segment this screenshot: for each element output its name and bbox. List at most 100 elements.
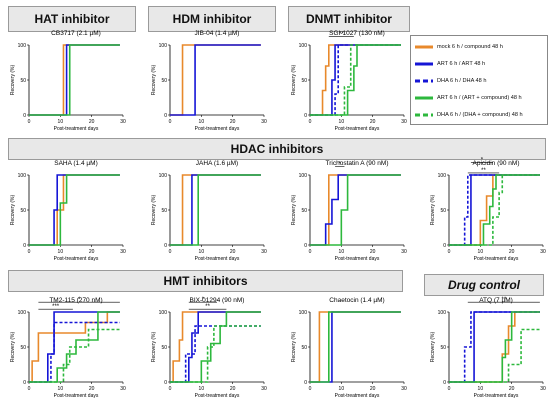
series-line-combo bbox=[170, 311, 261, 383]
x-tick-label: 30 bbox=[120, 386, 126, 392]
x-axis-label: Post-treatment days bbox=[54, 393, 99, 399]
y-tick-label: 100 bbox=[299, 310, 308, 316]
y-axis-label: Recovery (%) bbox=[151, 65, 157, 96]
x-tick-label: 30 bbox=[401, 386, 407, 392]
legend-swatch bbox=[415, 79, 433, 82]
x-tick-label: 30 bbox=[120, 249, 126, 255]
series-line-mock bbox=[449, 174, 540, 246]
y-tick-label: 50 bbox=[301, 345, 307, 351]
x-tick-label: 20 bbox=[230, 249, 236, 255]
x-axis-label: Post-treatment days bbox=[195, 393, 240, 399]
x-tick-label: 0 bbox=[28, 249, 31, 255]
series-line-mock bbox=[449, 311, 540, 383]
series-line-art bbox=[449, 311, 540, 383]
series-line-mock bbox=[170, 311, 261, 383]
section-header-dnmt: DNMT inhibitor bbox=[288, 6, 410, 32]
series-line-dcombo bbox=[310, 44, 401, 116]
x-tick-label: 30 bbox=[401, 249, 407, 255]
chart-title: CB3717 (2.1 µM) bbox=[51, 30, 101, 37]
series-line-dha bbox=[29, 321, 120, 383]
y-tick-label: 0 bbox=[23, 113, 26, 119]
x-tick-label: 30 bbox=[120, 119, 126, 125]
series-line-combo bbox=[29, 174, 120, 246]
x-tick-label: 0 bbox=[309, 119, 312, 125]
section-header-hdac: HDAC inhibitors bbox=[8, 138, 546, 160]
x-axis-label: Post-treatment days bbox=[195, 126, 240, 132]
x-tick-label: 20 bbox=[230, 386, 236, 392]
y-axis-label: Recovery (%) bbox=[291, 65, 297, 96]
x-axis-label: Post-treatment days bbox=[335, 256, 380, 262]
y-axis-label: Recovery (%) bbox=[151, 332, 157, 363]
significance-label: *** bbox=[52, 304, 60, 310]
series-line-combo bbox=[449, 311, 540, 383]
y-axis-label: Recovery (%) bbox=[291, 195, 297, 226]
section-header-hat: HAT inhibitor bbox=[8, 6, 136, 32]
series-line-mock bbox=[29, 311, 120, 383]
y-tick-label: 0 bbox=[304, 243, 307, 249]
x-tick-label: 0 bbox=[448, 249, 451, 255]
x-axis-label: Post-treatment days bbox=[335, 126, 380, 132]
x-axis-label: Post-treatment days bbox=[54, 126, 99, 132]
y-tick-label: 100 bbox=[18, 173, 27, 179]
y-tick-label: 50 bbox=[301, 208, 307, 214]
x-tick-label: 10 bbox=[58, 386, 64, 392]
x-tick-label: 10 bbox=[478, 249, 484, 255]
x-axis-label: Post-treatment days bbox=[474, 393, 519, 399]
x-tick-label: 0 bbox=[309, 386, 312, 392]
x-tick-label: 30 bbox=[261, 249, 267, 255]
series-line-combo bbox=[449, 174, 540, 246]
x-tick-label: 0 bbox=[169, 249, 172, 255]
chart-title: Apicidin (90 nM) bbox=[473, 160, 520, 167]
legend: mock 6 h / compound 48 h ART 6 h / ART 4… bbox=[410, 35, 548, 125]
y-tick-label: 100 bbox=[299, 43, 308, 49]
y-tick-label: 50 bbox=[440, 208, 446, 214]
y-tick-label: 100 bbox=[159, 43, 168, 49]
y-tick-label: 0 bbox=[164, 113, 167, 119]
y-tick-label: 50 bbox=[301, 78, 307, 84]
y-axis-label: Recovery (%) bbox=[430, 332, 436, 363]
legend-label: ART 6 h / ART 48 h bbox=[437, 60, 486, 67]
section-header-hmt: HMT inhibitors bbox=[8, 270, 403, 292]
legend-swatch bbox=[415, 113, 433, 116]
y-tick-label: 50 bbox=[20, 78, 26, 84]
x-tick-label: 30 bbox=[401, 119, 407, 125]
y-tick-label: 0 bbox=[304, 113, 307, 119]
x-tick-label: 20 bbox=[370, 386, 376, 392]
x-tick-label: 10 bbox=[58, 249, 64, 255]
y-axis-label: Recovery (%) bbox=[10, 195, 16, 226]
x-tick-label: 10 bbox=[199, 249, 205, 255]
chart-title: JIB-04 (1.4 µM) bbox=[195, 30, 240, 37]
x-tick-label: 20 bbox=[370, 249, 376, 255]
y-tick-label: 100 bbox=[18, 43, 27, 49]
x-tick-label: 10 bbox=[339, 249, 345, 255]
x-tick-label: 0 bbox=[309, 249, 312, 255]
x-axis-label: Post-treatment days bbox=[54, 256, 99, 262]
series-line-dcombo bbox=[449, 328, 540, 383]
significance-label: ** bbox=[501, 297, 506, 303]
significance-label: * bbox=[339, 162, 342, 168]
x-tick-label: 0 bbox=[28, 119, 31, 125]
significance-label: * bbox=[202, 297, 205, 303]
legend-item: mock 6 h / compound 48 h bbox=[415, 40, 503, 53]
x-tick-label: 30 bbox=[540, 249, 546, 255]
y-axis-label: Recovery (%) bbox=[151, 195, 157, 226]
y-tick-label: 50 bbox=[161, 345, 167, 351]
x-tick-label: 10 bbox=[478, 386, 484, 392]
series-line-dcombo bbox=[170, 325, 261, 383]
y-tick-label: 50 bbox=[440, 345, 446, 351]
chart-title: SAHA (1.4 µM) bbox=[54, 160, 97, 167]
y-tick-label: 100 bbox=[438, 310, 447, 316]
x-axis-label: Post-treatment days bbox=[335, 393, 380, 399]
legend-item: ART 6 h / ART 48 h bbox=[415, 57, 485, 70]
x-tick-label: 30 bbox=[261, 119, 267, 125]
x-tick-label: 20 bbox=[509, 249, 515, 255]
legend-swatch bbox=[415, 45, 433, 48]
legend-label: DHA 6 h / (DHA + compound) 48 h bbox=[437, 111, 523, 118]
x-axis-label: Post-treatment days bbox=[474, 256, 519, 262]
y-tick-label: 0 bbox=[443, 380, 446, 386]
x-tick-label: 10 bbox=[199, 119, 205, 125]
